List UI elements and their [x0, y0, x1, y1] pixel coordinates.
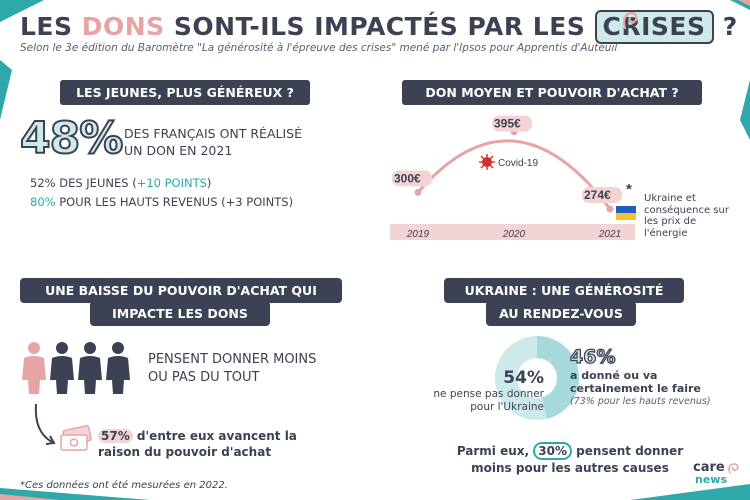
chart-year-label: 2021 — [598, 229, 621, 240]
reason-percentage: 57% — [98, 429, 133, 443]
ukraine-flag-icon — [616, 206, 636, 220]
person-icon-highlighted — [22, 342, 46, 394]
page-title: LES DONS SONT-ILS IMPACTÉS PAR LES CRISE… — [20, 10, 738, 44]
person-icon — [50, 342, 74, 394]
chart-value-label-bg — [582, 187, 622, 204]
chart-value-label: 274€ — [584, 188, 611, 202]
chart-year-label: 2020 — [502, 229, 526, 240]
footnote: *Ces données ont été mesurées en 2022. — [20, 480, 228, 491]
section-heading-ukraine: UKRAINE : UNE GÉNÉROSITÉ — [444, 278, 684, 303]
chart-value-label-bg — [492, 115, 532, 132]
don-moyen-chart: 300€ 2019 395€ 2020 274€ 2021 Covid-19 * — [390, 115, 635, 240]
corner-decoration-top-right — [680, 0, 750, 10]
donut-label-yes: 46% a donné ou va certainement le faire … — [569, 345, 711, 407]
person-icon — [106, 342, 130, 394]
donut-label-no: 54% ne pense pas donner pour l'Ukraine — [433, 368, 544, 413]
covid-label: Covid-19 — [498, 158, 538, 169]
chart-point — [606, 205, 614, 213]
corner-decoration-left-edge — [0, 60, 12, 120]
big-percentage-caption: DES FRANÇAIS ONT RÉALISÉ UN DON EN 2021 — [124, 126, 302, 158]
section-heading-don-moyen: DON MOYEN ET POUVOIR D'ACHAT ? — [402, 80, 702, 105]
ukraine-asterisk: * — [626, 181, 632, 198]
corner-decoration-bottom-right — [630, 484, 750, 500]
corner-decoration-right-edge — [740, 80, 750, 140]
donut-segment-yes — [495, 336, 579, 420]
person-icon — [78, 342, 102, 394]
reason-text: 57% d'entre eux avancent la raison du po… — [98, 429, 297, 459]
chart-value-label-bg — [392, 170, 432, 187]
chart-line — [416, 139, 612, 210]
chart-year-label: 2019 — [406, 229, 430, 240]
logo-shell-icon — [728, 463, 739, 474]
title-highlight-crises: CRISES — [594, 10, 714, 44]
page-subtitle: Selon le 3e édition du Baromètre "La gén… — [20, 42, 618, 54]
ukraine-bottom-text: Parmi eux, 30% pensent donner moins pour… — [456, 442, 684, 475]
stat-jeunes: 52% DES JEUNES (+10 POINTS) — [30, 176, 212, 190]
ukraine-donut-chart — [495, 336, 579, 420]
title-highlight-dons: DONS — [81, 12, 165, 41]
money-icon — [60, 425, 92, 451]
covid-icon — [479, 154, 495, 170]
shell-icon — [623, 11, 638, 30]
people-icons — [22, 342, 130, 394]
curved-arrow-icon — [34, 403, 56, 445]
section-heading-ukraine-line2: AU RENDEZ-VOUS — [486, 301, 636, 326]
section-heading-pouvoir-achat: UNE BAISSE DU POUVOIR D'ACHAT QUI — [20, 278, 342, 303]
section-heading-pouvoir-achat-line2: IMPACTE LES DONS — [90, 301, 270, 326]
stat-hauts-revenus: 80% POUR LES HAUTS REVENUS (+3 POINTS) — [30, 195, 294, 209]
ukraine-note: Ukraine et conséquence sur les prix de l… — [644, 193, 729, 239]
bottom-percentage: 30% — [533, 442, 572, 460]
corner-decoration-bottom-left — [0, 488, 150, 500]
section-heading-jeunes: LES JEUNES, PLUS GÉNÉREUX ? — [60, 80, 310, 105]
corner-decoration-top-left — [0, 0, 44, 22]
chart-value-label: 395€ — [494, 117, 521, 131]
care-news-logo: care news — [693, 460, 728, 486]
big-percentage: 48% — [19, 113, 124, 165]
chart-value-label: 300€ — [394, 171, 421, 185]
people-caption: PENSENT DONNER MOINS OU PAS DU TOUT — [148, 352, 317, 385]
chart-point — [414, 188, 422, 196]
chart-axis-band — [390, 224, 635, 240]
